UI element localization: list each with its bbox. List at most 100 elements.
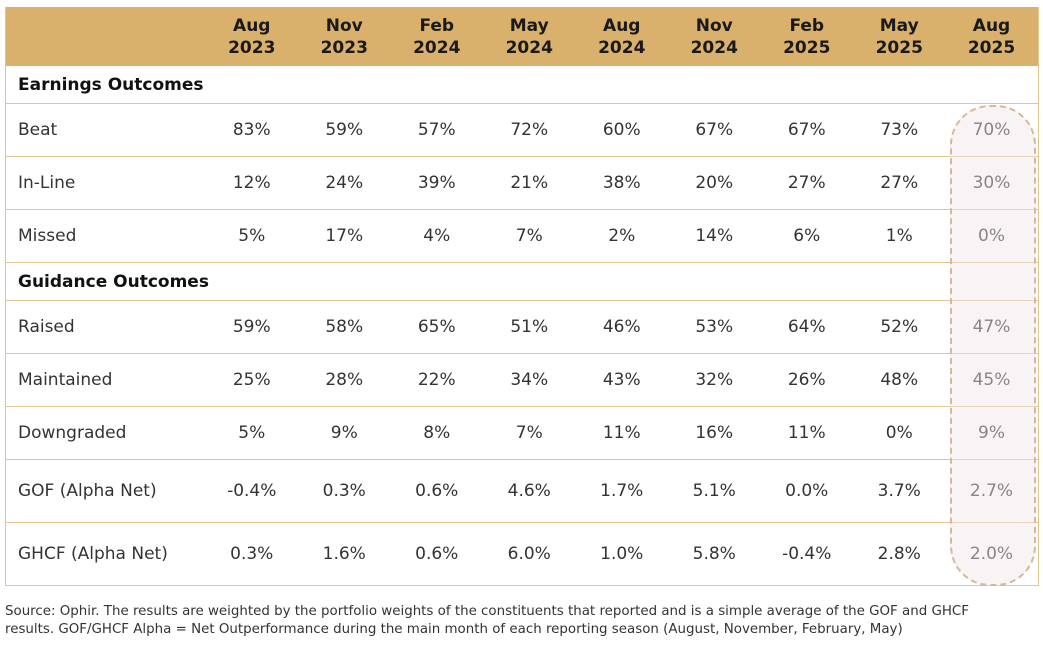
value-cell: -0.4%	[205, 459, 298, 523]
table-row: Raised 59% 58% 65% 51% 46% 53% 64% 52% 47%	[5, 300, 1038, 354]
value-cell: 8%	[390, 406, 483, 460]
section-title: Guidance Outcomes	[5, 262, 1038, 301]
value-cell: 0.3%	[205, 522, 298, 586]
value-cell: 1.0%	[575, 522, 668, 586]
value-cell: 48%	[853, 353, 946, 407]
value-cell: 4.6%	[483, 459, 576, 523]
row-label: GHCF (Alpha Net)	[5, 522, 206, 586]
value-cell: 16%	[668, 406, 761, 460]
column-header: Aug 2024	[575, 7, 668, 66]
value-cell: 3.7%	[853, 459, 946, 523]
value-cell: 1%	[853, 209, 946, 263]
column-header-year: 2023	[320, 37, 368, 58]
value-cell: 5.8%	[668, 522, 761, 586]
value-cell: 4%	[390, 209, 483, 263]
column-header-year: 2025	[967, 37, 1016, 58]
value-cell: 46%	[575, 300, 668, 354]
column-header-month: Nov	[695, 15, 733, 36]
value-cell: 32%	[668, 353, 761, 407]
value-cell: 47%	[945, 300, 1038, 354]
column-header: Feb 2024	[390, 7, 483, 66]
column-header-month: Aug	[972, 15, 1011, 36]
value-cell: 14%	[668, 209, 761, 263]
column-header-month: Aug	[603, 15, 641, 36]
value-cell: 17%	[298, 209, 391, 263]
table-row: Maintained 25% 28% 22% 34% 43% 32% 26% 48% 45%	[5, 353, 1038, 407]
column-header: Aug 2023	[205, 7, 298, 66]
row-label: Downgraded	[5, 406, 206, 460]
row-label: GOF (Alpha Net)	[5, 459, 206, 523]
value-cell: 72%	[483, 103, 576, 157]
row-label: Maintained	[5, 353, 206, 407]
footnote-line-2: results. GOF/GHCF Alpha = Net Outperform…	[5, 622, 903, 637]
table-row: GOF (Alpha Net) -0.4% 0.3% 0.6% 4.6% 1.7% 5.1%…	[5, 459, 1038, 523]
row-label: Missed	[5, 209, 206, 263]
value-cell: 52%	[853, 300, 946, 354]
value-cell: 6.0%	[483, 522, 576, 586]
value-cell: 58%	[298, 300, 391, 354]
value-cell: 38%	[575, 156, 668, 210]
value-cell: 5.1%	[668, 459, 761, 523]
row-label: In-Line	[5, 156, 206, 210]
value-cell: 83%	[205, 103, 298, 157]
value-cell: 22%	[390, 353, 483, 407]
value-cell: 39%	[390, 156, 483, 210]
section-header-row: Guidance Outcomes	[5, 262, 1038, 301]
value-cell: 11%	[575, 406, 668, 460]
table-row: Missed 5% 17% 4% 7% 2% 14% 6% 1% 0%	[5, 209, 1038, 263]
value-cell: 45%	[945, 353, 1038, 407]
column-header-month: May	[509, 15, 549, 36]
column-header-year: 2024	[505, 37, 553, 58]
value-cell: 5%	[205, 406, 298, 460]
table-body: Earnings Outcomes Beat 83% 59% 57% 72% 60% 67% 6…	[5, 66, 1038, 586]
value-cell: 24%	[298, 156, 391, 210]
value-cell: 1.6%	[298, 522, 391, 586]
value-cell: 59%	[298, 103, 391, 157]
value-cell: 51%	[483, 300, 576, 354]
value-cell: 28%	[298, 353, 391, 407]
value-cell: 1.7%	[575, 459, 668, 523]
column-header-year: 2024	[413, 37, 461, 58]
column-header: Nov 2024	[668, 7, 761, 66]
column-header-month: Nov	[325, 15, 363, 36]
value-cell: 27%	[853, 156, 946, 210]
table-row: Beat 83% 59% 57% 72% 60% 67% 67% 73% 70%	[5, 103, 1038, 157]
table-header: Aug 2023 Nov 2023 Feb 2024 May 2024 Aug 2024 Nov 20…	[5, 7, 1038, 66]
header-label-cell	[5, 7, 206, 66]
section-header-row: Earnings Outcomes	[5, 66, 1038, 104]
value-cell: 60%	[575, 103, 668, 157]
value-cell: 0.0%	[760, 459, 853, 523]
value-cell: 65%	[390, 300, 483, 354]
value-cell: 2.0%	[945, 522, 1038, 586]
column-header: Nov 2023	[298, 7, 391, 66]
value-cell: 43%	[575, 353, 668, 407]
value-cell: 25%	[205, 353, 298, 407]
column-header-month: Feb	[419, 15, 455, 36]
value-cell: 70%	[945, 103, 1038, 157]
outcomes-table: Aug 2023 Nov 2023 Feb 2024 May 2024 Aug 2024 Nov 20…	[5, 7, 1039, 586]
column-header-month: Feb	[789, 15, 825, 36]
value-cell: 0.3%	[298, 459, 391, 523]
value-cell: 2.7%	[945, 459, 1038, 523]
value-cell: 73%	[853, 103, 946, 157]
column-header-year: 2023	[228, 37, 276, 58]
value-cell: 57%	[390, 103, 483, 157]
value-cell: 7%	[483, 406, 576, 460]
column-header-year: 2025	[875, 37, 923, 58]
value-cell: 27%	[760, 156, 853, 210]
value-cell: 26%	[760, 353, 853, 407]
column-header: May 2025	[853, 7, 946, 66]
value-cell: 67%	[760, 103, 853, 157]
value-cell: 64%	[760, 300, 853, 354]
value-cell: 53%	[668, 300, 761, 354]
value-cell: 59%	[205, 300, 298, 354]
row-label: Beat	[5, 103, 206, 157]
column-header-year: 2024	[690, 37, 738, 58]
section-title: Earnings Outcomes	[5, 66, 1038, 104]
column-header-month: May	[879, 15, 919, 36]
value-cell: 0.6%	[390, 459, 483, 523]
column-header-year: 2025	[783, 37, 831, 58]
footnote-line-1: Source: Ophir. The results are weighted …	[5, 604, 969, 619]
value-cell: 30%	[945, 156, 1038, 210]
